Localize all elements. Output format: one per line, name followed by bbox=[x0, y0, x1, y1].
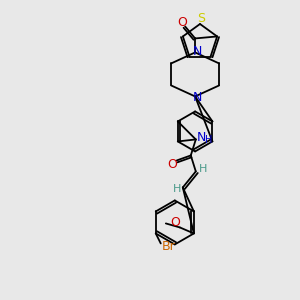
Text: H: H bbox=[172, 184, 181, 194]
Text: N: N bbox=[192, 91, 202, 104]
Text: H: H bbox=[199, 164, 207, 174]
Text: Br: Br bbox=[162, 240, 175, 253]
Text: O: O bbox=[170, 216, 180, 229]
Text: H: H bbox=[205, 135, 212, 146]
Text: S: S bbox=[197, 13, 205, 26]
Text: N: N bbox=[192, 45, 202, 58]
Text: N: N bbox=[197, 131, 206, 144]
Text: O: O bbox=[177, 16, 187, 29]
Text: O: O bbox=[167, 158, 177, 171]
